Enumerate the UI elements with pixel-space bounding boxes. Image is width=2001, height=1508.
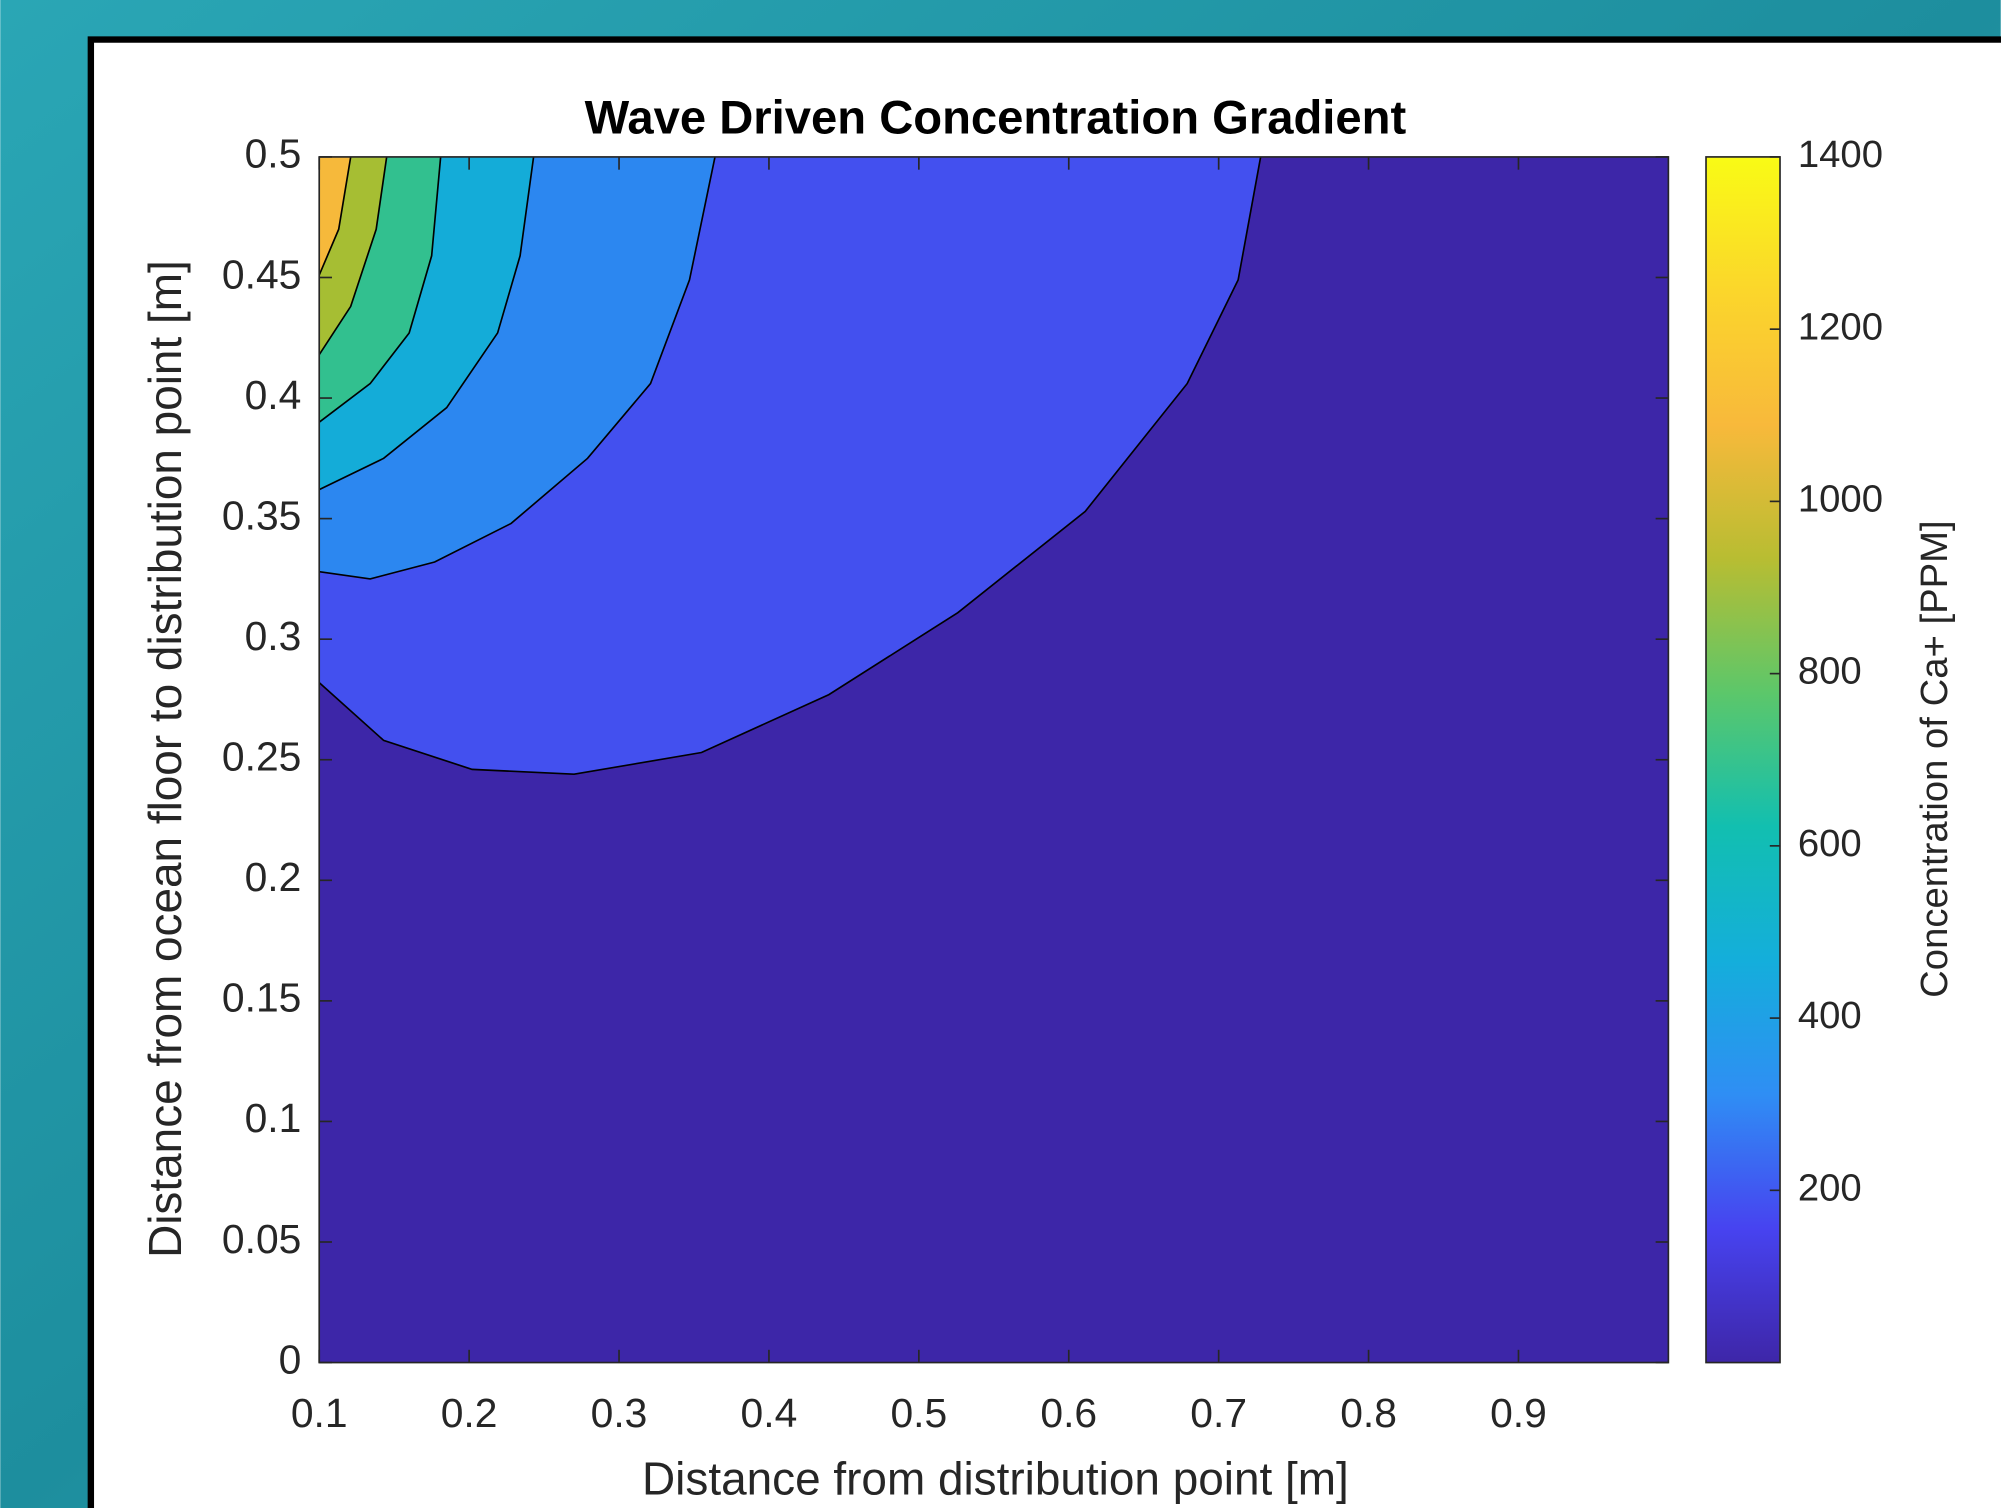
colorbar-tick-label: 1200 <box>1798 305 1883 348</box>
colorbar-tick-label: 400 <box>1798 994 1862 1037</box>
colorbar <box>1705 156 1781 1364</box>
contour-fill <box>319 156 351 276</box>
y-tick-label: 0.15 <box>222 975 301 1021</box>
chart-title: Wave Driven Concentration Gradient <box>585 92 1407 145</box>
colorbar-tick-label: 1400 <box>1798 133 1883 176</box>
x-tick-label: 0.8 <box>1340 1390 1397 1436</box>
contour-line <box>318 156 442 423</box>
contour-line <box>318 156 352 276</box>
colorbar-tick-label: 200 <box>1798 1166 1862 1209</box>
contour-line <box>318 156 388 356</box>
colorbar-label: Concentration of Ca+ [PPM] <box>1913 520 1956 998</box>
x-tick-label: 0.4 <box>741 1390 798 1436</box>
colorbar-tick-label: 1000 <box>1798 478 1883 521</box>
contour-line <box>318 156 1262 776</box>
x-tick-label: 0.5 <box>890 1390 947 1436</box>
contour-line <box>319 156 716 580</box>
y-tick-label: 0.5 <box>245 131 302 177</box>
x-axis-label: Distance from distribution point [m] <box>642 1453 1349 1505</box>
y-tick-label: 0.1 <box>245 1095 302 1141</box>
x-tick-label: 0.2 <box>441 1390 498 1436</box>
x-tick-label: 0.9 <box>1490 1390 1547 1436</box>
y-tick-label: 0.35 <box>222 492 301 538</box>
y-axis-label: Distance from ocean floor to distributio… <box>139 260 191 1258</box>
x-tick-label: 0.6 <box>1040 1390 1097 1436</box>
x-tick-label: 0.3 <box>591 1390 648 1436</box>
colorbar-tick-label: 800 <box>1798 650 1862 693</box>
colorbar-tick-label: 600 <box>1798 822 1862 865</box>
y-tick-label: 0.2 <box>245 854 302 900</box>
y-tick-label: 0.25 <box>222 734 301 780</box>
y-tick-label: 0 <box>279 1336 302 1382</box>
contour-line <box>318 156 535 491</box>
y-tick-label: 0.3 <box>245 613 302 659</box>
x-tick-label: 0.1 <box>291 1390 348 1436</box>
y-tick-label: 0.4 <box>245 372 302 418</box>
y-tick-label: 0.45 <box>222 251 301 297</box>
x-tick-label: 0.7 <box>1190 1390 1247 1436</box>
plot-area: 0.1 0.2 0.3 0.4 0.5 0.6 0.7 0.8 0.9 0 0.05 0.1 0.15 0… <box>222 131 1883 1436</box>
y-tick-label: 0.05 <box>222 1216 301 1262</box>
